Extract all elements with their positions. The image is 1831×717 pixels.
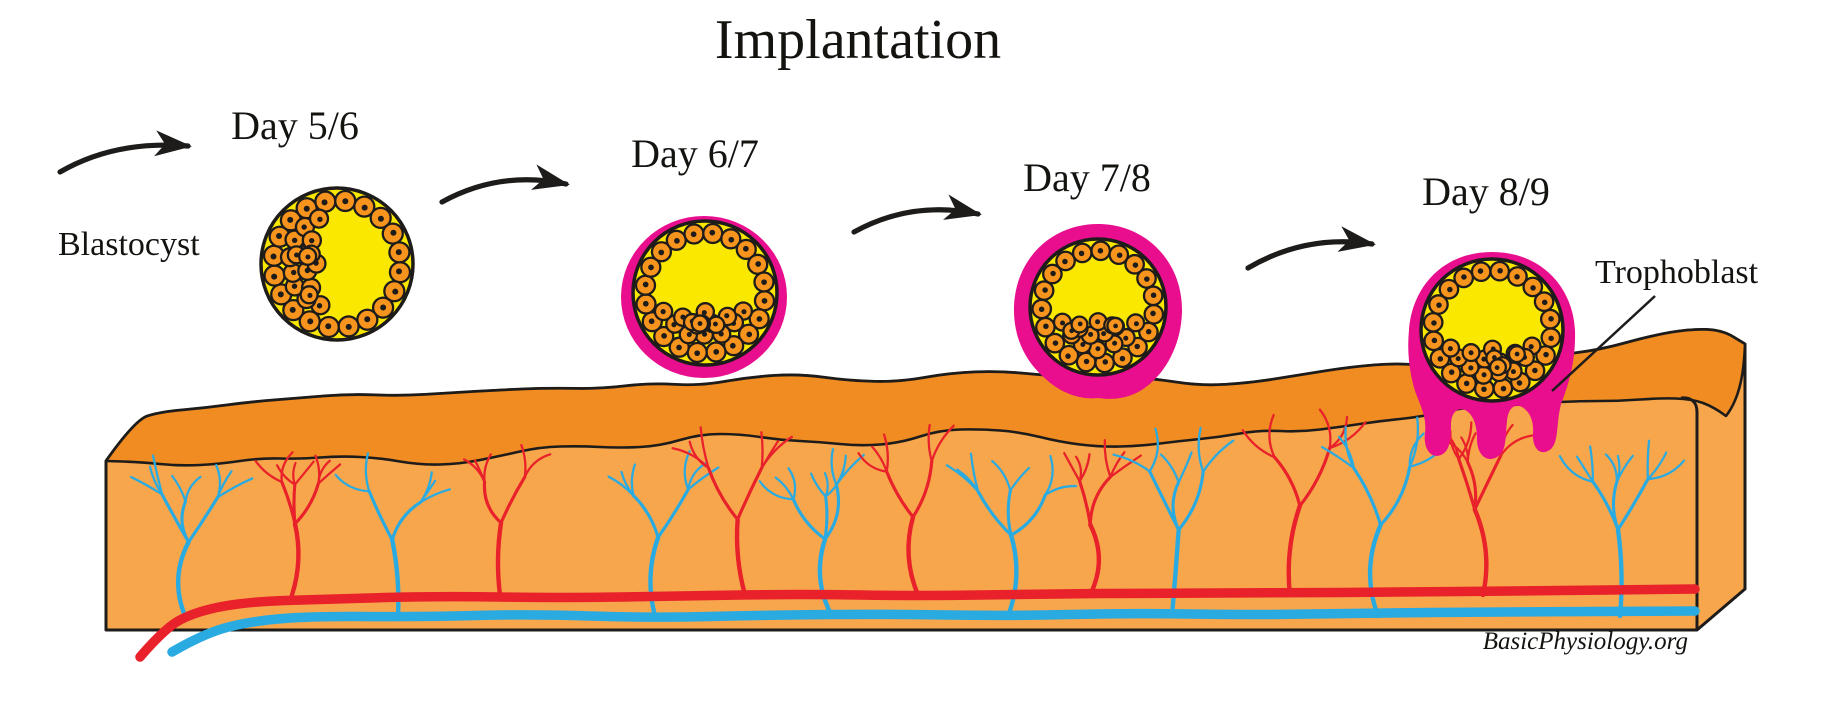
vessel-tree xyxy=(1112,426,1235,619)
blastocyst-day-5-6 xyxy=(259,186,415,342)
blastocoel xyxy=(1419,257,1565,403)
vessel-tree xyxy=(945,452,1078,619)
vessel-tree xyxy=(334,452,452,619)
block-front-edge xyxy=(1680,396,1699,630)
trophoblast-pointer-line xyxy=(1551,295,1656,392)
endometrium-block xyxy=(104,327,1747,632)
vessel-tree xyxy=(1063,439,1142,598)
watermark: BasicPhysiology.org xyxy=(1482,628,1688,655)
trophoblast-label: Trophoblast xyxy=(1595,254,1759,291)
curved-arrow-icon xyxy=(57,130,192,175)
vessel-tree xyxy=(857,423,955,598)
blastocyst-day-8-9 xyxy=(1408,252,1576,459)
vessel-tree xyxy=(254,451,342,598)
blastocyst-label: Blastocyst xyxy=(58,226,200,263)
blastocyst-day-6-7 xyxy=(621,216,787,378)
endometrium-surface-layer xyxy=(104,328,1747,467)
curved-arrow-icon xyxy=(439,164,570,205)
vessel-tree xyxy=(671,426,793,598)
vessel-tree xyxy=(130,454,254,619)
vein xyxy=(167,606,1700,657)
curved-arrow-icon xyxy=(1245,226,1376,271)
curved-arrow-icon xyxy=(851,194,982,235)
stage-label-day-8-9: Day 8/9 xyxy=(1422,169,1550,214)
vessel-tree xyxy=(1320,416,1446,619)
spiral-artery xyxy=(135,584,1700,662)
vessel-tree xyxy=(1558,439,1686,619)
stage-label-day-6-7: Day 6/7 xyxy=(631,131,759,176)
stage-label-day-5-6: Day 5/6 xyxy=(231,103,359,148)
stage-label-day-7-8: Day 7/8 xyxy=(1023,155,1151,200)
vessel-tree xyxy=(1241,408,1367,598)
blastocyst-day-7-8 xyxy=(1013,224,1183,399)
vessel-tree xyxy=(462,443,552,598)
page-title: Implantation xyxy=(714,9,1002,71)
